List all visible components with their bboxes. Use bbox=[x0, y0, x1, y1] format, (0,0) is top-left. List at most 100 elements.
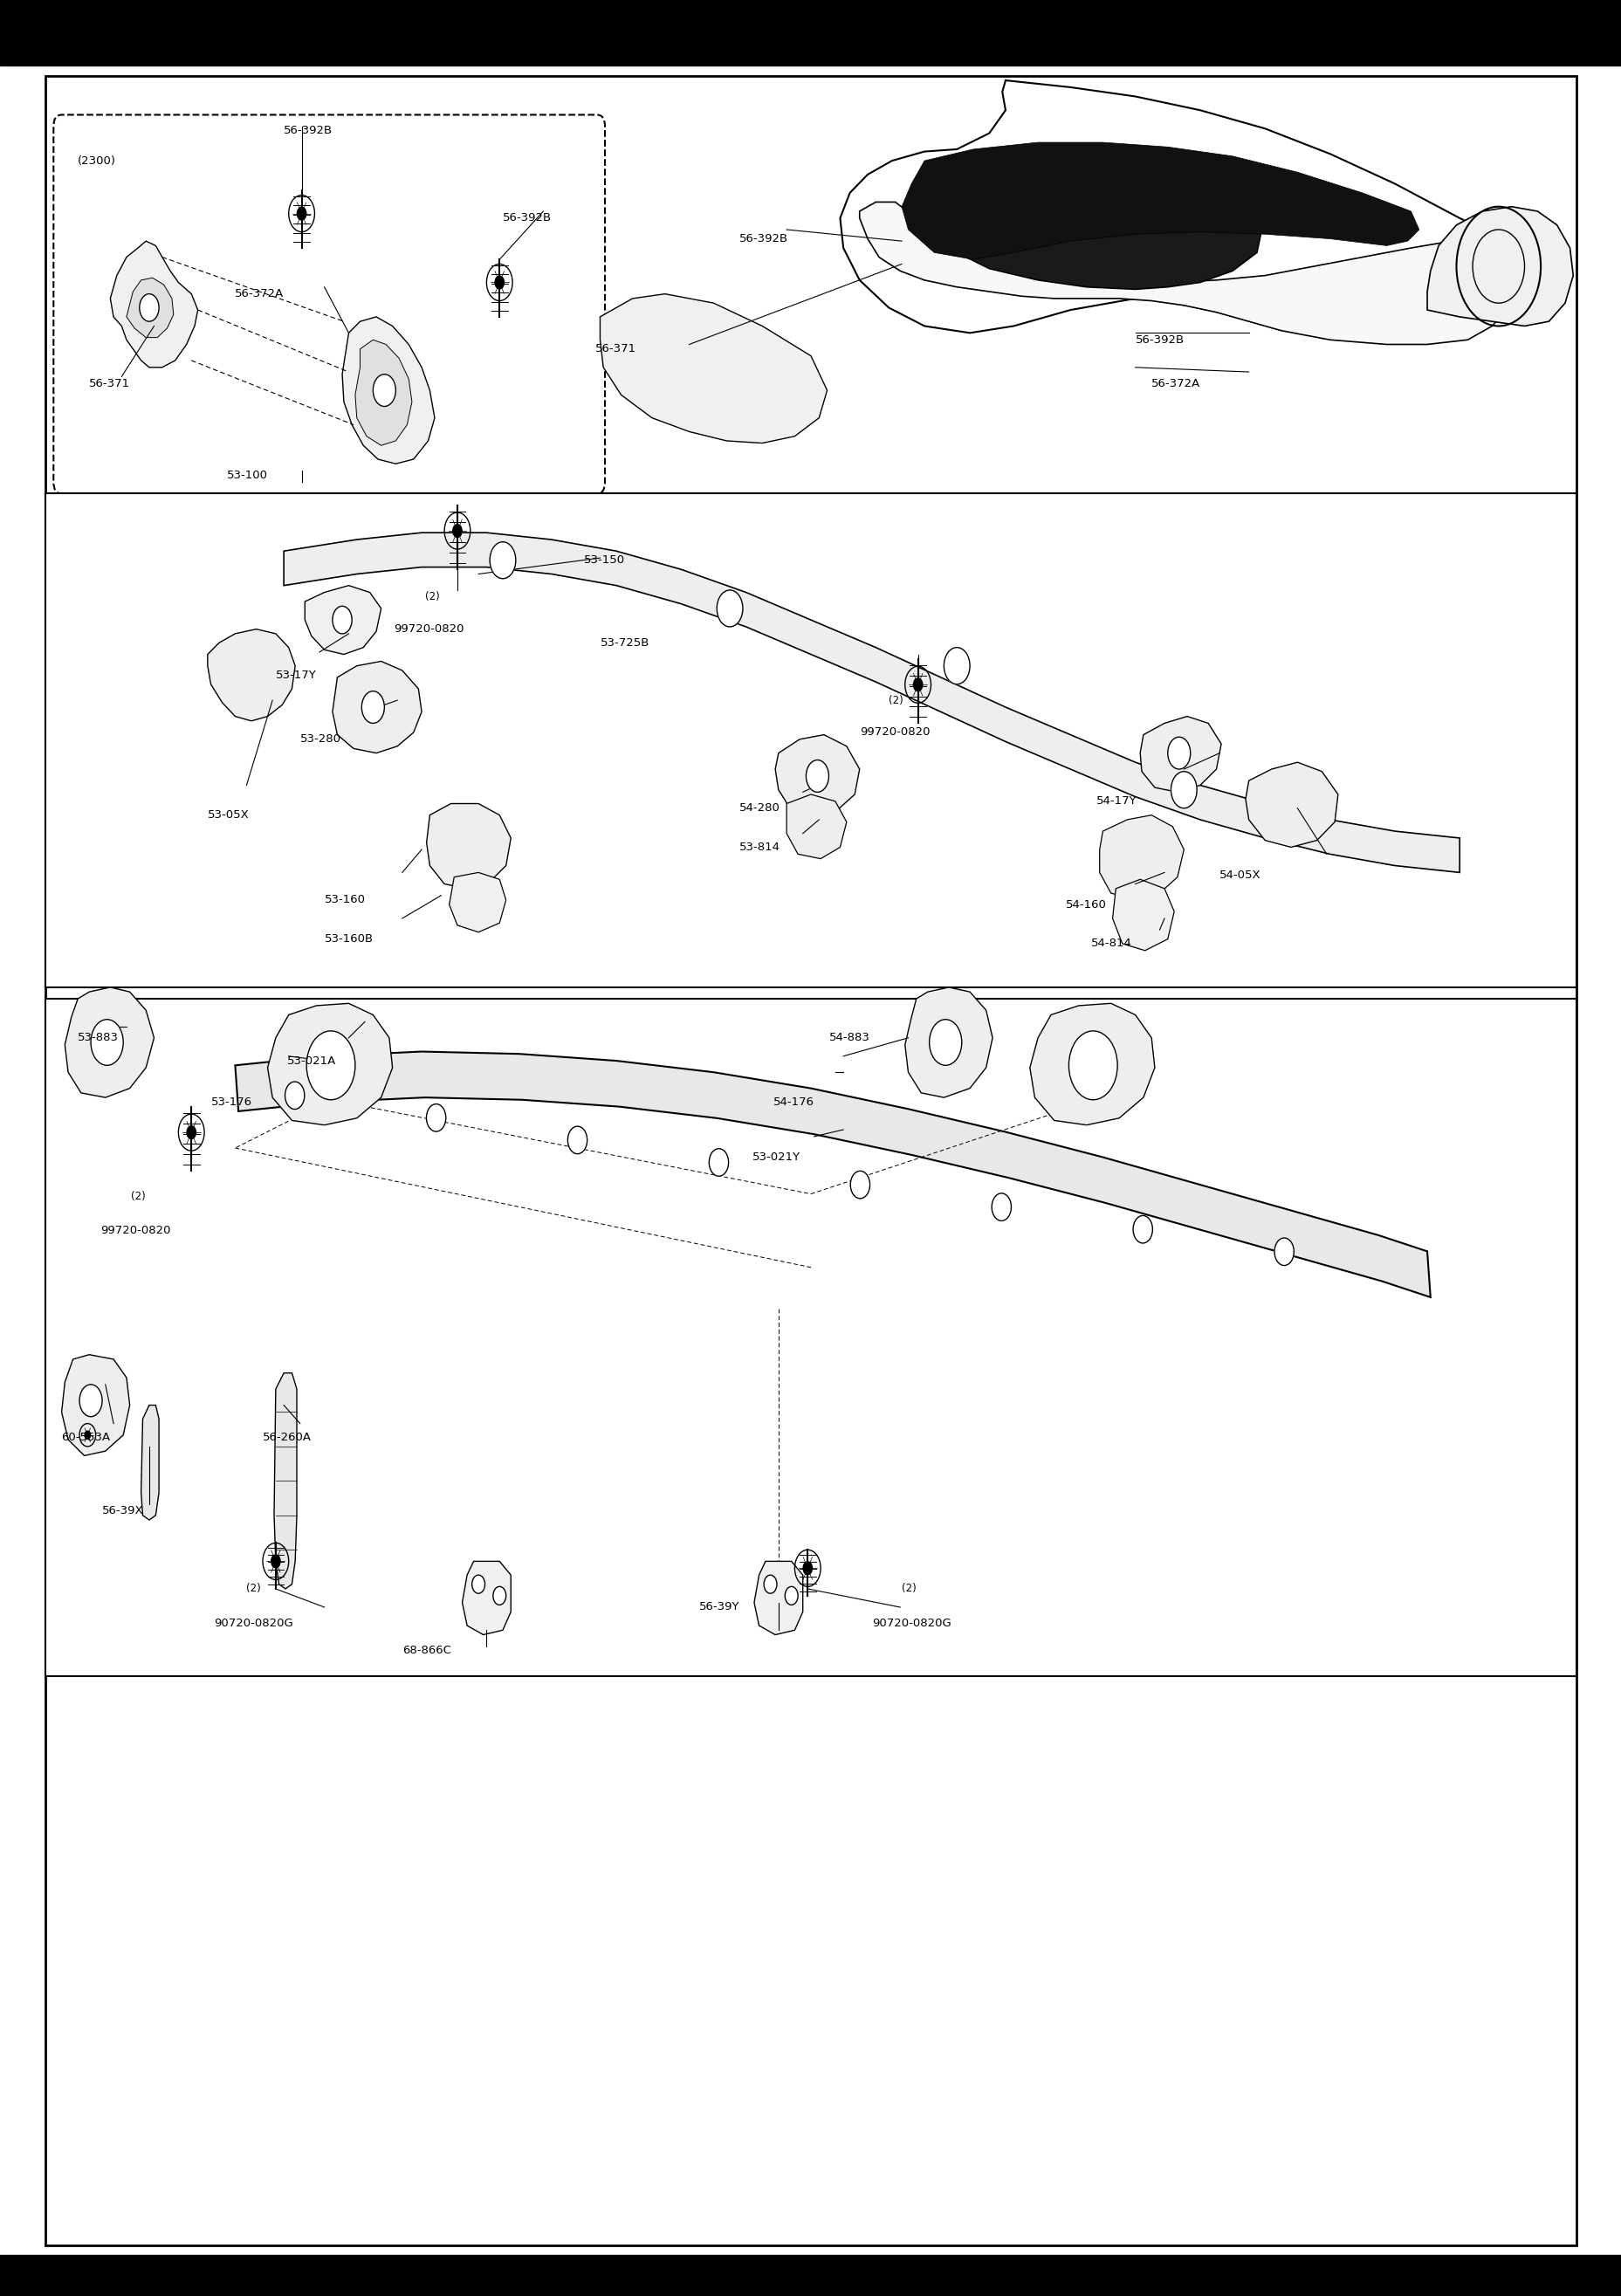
Polygon shape bbox=[449, 872, 506, 932]
Text: 53-150: 53-150 bbox=[584, 556, 624, 565]
Text: 53-17Y: 53-17Y bbox=[276, 670, 316, 680]
Text: 53-814: 53-814 bbox=[739, 843, 780, 852]
Text: 56-371: 56-371 bbox=[595, 344, 635, 354]
Text: 99720-0820: 99720-0820 bbox=[394, 625, 464, 634]
Polygon shape bbox=[754, 1561, 802, 1635]
Polygon shape bbox=[141, 1405, 159, 1520]
Circle shape bbox=[1170, 771, 1196, 808]
Polygon shape bbox=[355, 340, 412, 445]
Circle shape bbox=[708, 1148, 728, 1176]
Circle shape bbox=[79, 1384, 102, 1417]
Polygon shape bbox=[462, 1561, 511, 1635]
Polygon shape bbox=[207, 629, 295, 721]
Text: 56-371: 56-371 bbox=[89, 379, 130, 388]
Text: 53-021Y: 53-021Y bbox=[752, 1153, 801, 1162]
Polygon shape bbox=[775, 735, 859, 817]
Text: 53-280: 53-280 bbox=[300, 735, 340, 744]
Circle shape bbox=[271, 1554, 280, 1568]
Circle shape bbox=[716, 590, 742, 627]
Text: 54-05X: 54-05X bbox=[1219, 870, 1261, 879]
Polygon shape bbox=[305, 585, 381, 654]
Text: 54-883: 54-883 bbox=[828, 1033, 869, 1042]
Text: 99720-0820: 99720-0820 bbox=[859, 728, 929, 737]
Polygon shape bbox=[859, 202, 1516, 344]
Circle shape bbox=[186, 1125, 196, 1139]
Text: 54-280: 54-280 bbox=[739, 804, 780, 813]
Polygon shape bbox=[62, 1355, 130, 1456]
Text: 53-176: 53-176 bbox=[211, 1097, 251, 1107]
Text: (2): (2) bbox=[888, 696, 903, 705]
Circle shape bbox=[493, 1587, 506, 1605]
Text: 60-553A: 60-553A bbox=[62, 1433, 110, 1442]
Circle shape bbox=[802, 1561, 812, 1575]
Text: 56-392B: 56-392B bbox=[739, 234, 788, 243]
Circle shape bbox=[332, 606, 352, 634]
Bar bbox=[0, 0, 1621, 67]
Circle shape bbox=[306, 1031, 355, 1100]
Text: for your 2010 Mazda MX-5 Miata  W/RETRACTABLE HARD TOP P TOURING: for your 2010 Mazda MX-5 Miata W/RETRACT… bbox=[632, 41, 989, 51]
Text: 56-392B: 56-392B bbox=[1135, 335, 1183, 344]
Text: (2): (2) bbox=[901, 1584, 916, 1593]
Text: 56-260A: 56-260A bbox=[263, 1433, 311, 1442]
Polygon shape bbox=[426, 804, 511, 889]
Polygon shape bbox=[1112, 879, 1174, 951]
Text: 56-392B: 56-392B bbox=[503, 214, 551, 223]
Polygon shape bbox=[901, 142, 1418, 259]
Polygon shape bbox=[1426, 207, 1572, 326]
Text: (2300): (2300) bbox=[78, 156, 117, 165]
Circle shape bbox=[472, 1575, 485, 1593]
Text: FRONT PANELS: FRONT PANELS bbox=[739, 83, 882, 101]
Text: (1T21030): (1T21030) bbox=[1477, 2268, 1538, 2282]
Polygon shape bbox=[840, 80, 1564, 333]
FancyBboxPatch shape bbox=[53, 115, 605, 494]
Polygon shape bbox=[786, 794, 846, 859]
Polygon shape bbox=[126, 278, 173, 338]
Circle shape bbox=[361, 691, 384, 723]
Polygon shape bbox=[905, 987, 992, 1097]
Polygon shape bbox=[1029, 1003, 1154, 1125]
Circle shape bbox=[567, 1127, 587, 1155]
Text: 54-814: 54-814 bbox=[1091, 939, 1131, 948]
Polygon shape bbox=[267, 1003, 392, 1125]
Text: 56-392B: 56-392B bbox=[284, 126, 332, 135]
Circle shape bbox=[426, 1104, 446, 1132]
Circle shape bbox=[1068, 1031, 1117, 1100]
Text: 90720-0820G: 90720-0820G bbox=[214, 1619, 293, 1628]
Bar bbox=[45, 494, 1576, 987]
Circle shape bbox=[992, 1194, 1012, 1221]
Circle shape bbox=[806, 760, 828, 792]
Polygon shape bbox=[235, 1052, 1430, 1297]
Circle shape bbox=[490, 542, 515, 579]
Text: 54-176: 54-176 bbox=[773, 1097, 814, 1107]
Circle shape bbox=[494, 276, 504, 289]
Circle shape bbox=[139, 294, 159, 321]
Text: (2): (2) bbox=[425, 592, 439, 602]
Circle shape bbox=[1167, 737, 1190, 769]
Polygon shape bbox=[932, 200, 1261, 289]
Text: 54-17Y: 54-17Y bbox=[1096, 797, 1136, 806]
Text: 53-100: 53-100 bbox=[227, 471, 267, 480]
Circle shape bbox=[373, 374, 396, 406]
Text: 56-372A: 56-372A bbox=[1151, 379, 1200, 388]
Bar bbox=[0, 2255, 1621, 2296]
Circle shape bbox=[297, 207, 306, 220]
Text: 68-866C: 68-866C bbox=[402, 1646, 451, 1655]
Polygon shape bbox=[284, 533, 1459, 872]
Polygon shape bbox=[274, 1373, 297, 1589]
Text: 99720-0820: 99720-0820 bbox=[101, 1226, 170, 1235]
Text: 90720-0820G: 90720-0820G bbox=[872, 1619, 952, 1628]
Circle shape bbox=[943, 647, 969, 684]
Circle shape bbox=[1133, 1215, 1153, 1242]
Polygon shape bbox=[600, 294, 827, 443]
Text: 54-160: 54-160 bbox=[1065, 900, 1106, 909]
Circle shape bbox=[849, 1171, 869, 1199]
Polygon shape bbox=[1140, 716, 1221, 792]
Text: 53-021A: 53-021A bbox=[287, 1056, 336, 1065]
Polygon shape bbox=[1245, 762, 1337, 847]
Text: 56-39X: 56-39X bbox=[102, 1506, 144, 1515]
Circle shape bbox=[84, 1430, 91, 1440]
Circle shape bbox=[929, 1019, 961, 1065]
Text: 53-883: 53-883 bbox=[78, 1033, 118, 1042]
Text: 56-39Y: 56-39Y bbox=[699, 1603, 739, 1612]
Polygon shape bbox=[342, 317, 434, 464]
